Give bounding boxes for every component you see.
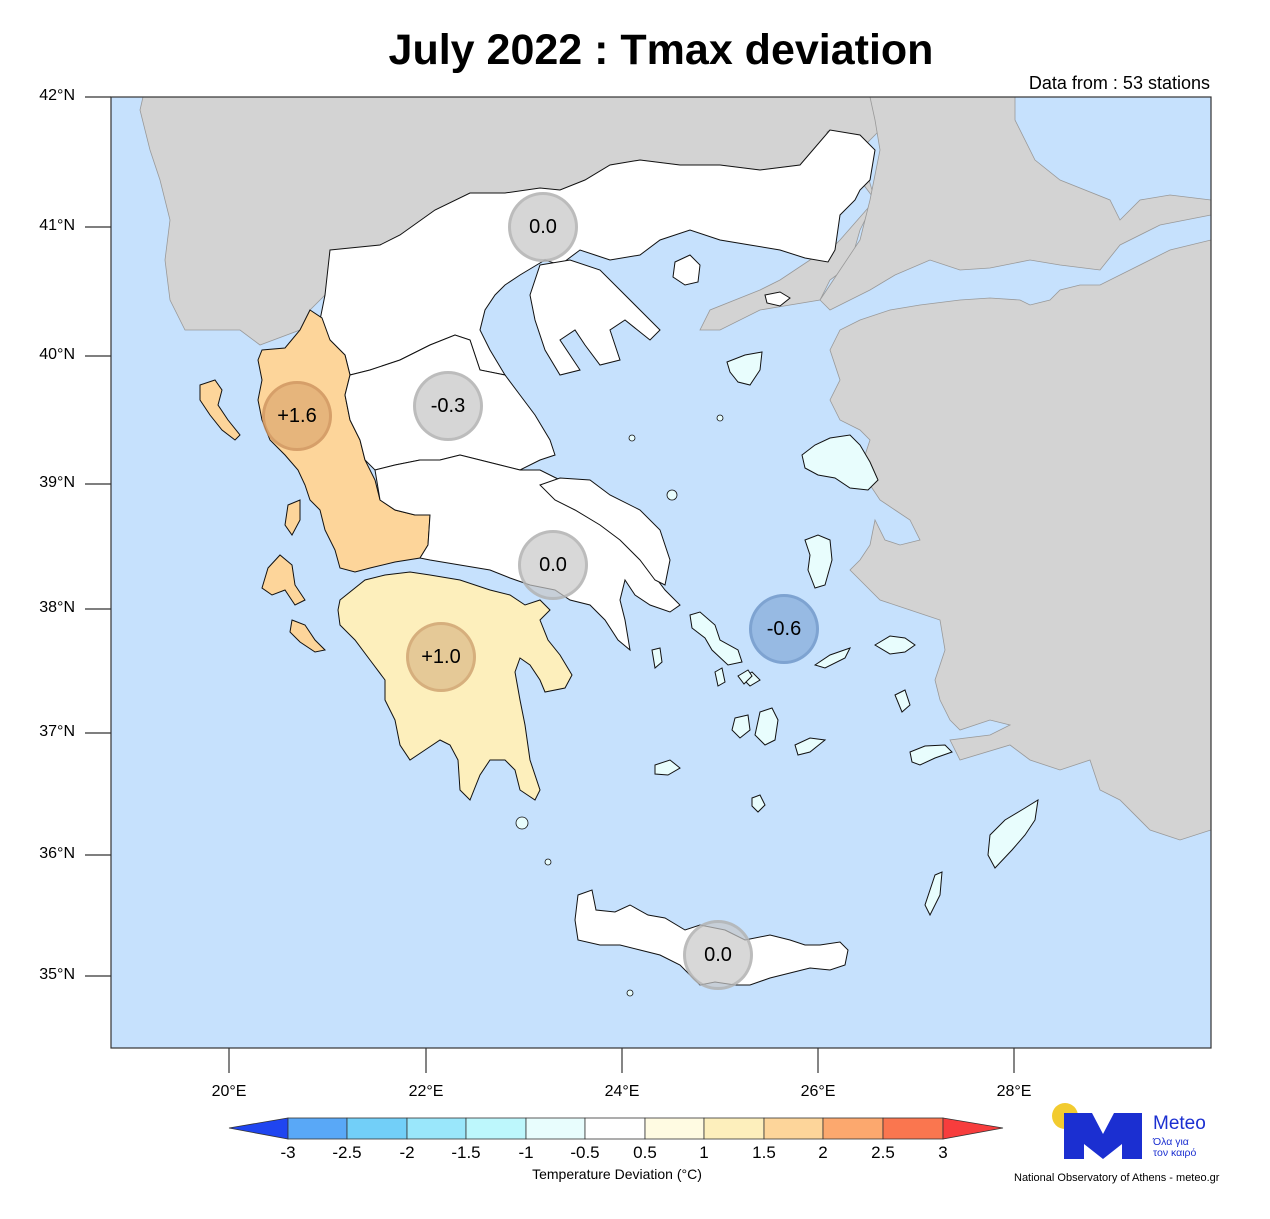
island-ikaria: [813, 647, 851, 669]
island-evia: [539, 477, 671, 586]
region-value-epirus: +1.6: [262, 381, 332, 451]
colorbar-label: -3: [280, 1143, 296, 1162]
y-tick-label: 37°N: [39, 723, 75, 740]
x-tick-label: 24°E: [604, 1083, 640, 1100]
island-tinos: [737, 669, 753, 685]
island-lefkada: [284, 499, 301, 536]
colorbar-label: -1: [518, 1143, 534, 1162]
island-leros-patmos: [894, 689, 911, 713]
station-count: Data from : 53 stations: [1028, 73, 1210, 93]
region-value-thessaly: -0.3: [413, 371, 483, 441]
foreign-land-turkey-thrace: [819, 97, 1211, 311]
x-tick-label: 20°E: [211, 1083, 247, 1100]
island-small: [716, 414, 724, 422]
logo-tagline-line1: Όλα για: [1153, 1136, 1189, 1148]
logo-tagline: Όλα για τον καιρό: [1153, 1137, 1233, 1159]
y-tick-label: 41°N: [39, 217, 75, 234]
island-andros: [689, 611, 743, 666]
y-axis-ticks: [85, 96, 111, 977]
y-tick-label: 42°N: [39, 87, 75, 104]
meteo-logo-icon: [1052, 1103, 1142, 1159]
x-tick-label: 22°E: [408, 1083, 444, 1100]
island-samos: [874, 635, 916, 655]
island-lemnos: [726, 351, 763, 386]
logo-name: Meteo: [1153, 1113, 1206, 1134]
colorbar-label: -2: [399, 1143, 415, 1162]
island-small: [628, 434, 636, 442]
colorbar-label: -1.5: [451, 1143, 481, 1162]
colorbar-arrow-low: [228, 1117, 289, 1140]
y-tick-label: 35°N: [39, 966, 75, 983]
island-rhodes: [987, 799, 1039, 869]
m-glyph-icon: [1064, 1113, 1142, 1159]
colorbar-title: Temperature Deviation (°C): [532, 1166, 702, 1182]
island-amorgos: [794, 737, 827, 756]
y-tick-label: 40°N: [39, 346, 75, 363]
region-value-macedonia-thrace: 0.0: [508, 192, 578, 262]
island-corfu: [199, 379, 241, 441]
island-thasos: [672, 254, 701, 286]
island-karpathos: [924, 871, 943, 917]
island-zakynthos: [289, 619, 327, 653]
island-kea: [651, 647, 663, 669]
island-small: [666, 489, 678, 501]
y-tick-label: 36°N: [39, 845, 75, 862]
x-tick-label: 28°E: [996, 1083, 1032, 1100]
colorbar-label: 3: [938, 1143, 948, 1162]
island-milos: [654, 759, 681, 776]
island-paros: [731, 714, 751, 739]
region-value-aegean: -0.6: [749, 594, 819, 664]
island-naxos: [754, 707, 779, 746]
plot-frame: [110, 96, 1212, 1049]
region-value-peloponnese: +1.0: [406, 622, 476, 692]
colorbar-label: 2.5: [871, 1143, 895, 1162]
colorbar-arrow-high: [942, 1117, 1004, 1140]
region-value-crete: 0.0: [683, 920, 753, 990]
x-tick-label: 26°E: [800, 1083, 836, 1100]
footer-credit: National Observatory of Athens - meteo.g…: [1014, 1172, 1220, 1184]
colorbar-label: 1.5: [752, 1143, 776, 1162]
island-small: [544, 858, 552, 866]
colorbar-label: 2: [818, 1143, 828, 1162]
colorbar: [228, 1117, 1004, 1140]
colorbar-label: -2.5: [332, 1143, 362, 1162]
colorbar-label: 0.5: [633, 1143, 657, 1162]
island-small: [626, 989, 634, 997]
y-tick-label: 38°N: [39, 599, 75, 616]
colorbar-label: -0.5: [570, 1143, 600, 1162]
colorbar-label: 1: [699, 1143, 709, 1162]
island-kos: [909, 744, 953, 766]
island-lesvos: [801, 434, 879, 491]
foreign-land-turkey-anatolia: [829, 239, 1211, 841]
island-kefalonia: [261, 554, 306, 606]
logo-tagline-line2: τον καιρό: [1153, 1147, 1197, 1159]
y-tick-label: 39°N: [39, 474, 75, 491]
island-santorini: [751, 794, 766, 813]
island-samothraki: [764, 291, 791, 307]
chart-title: July 2022 : Tmax deviation: [388, 26, 934, 74]
chalkidiki: [529, 259, 661, 376]
x-axis-ticks: [228, 1048, 1015, 1073]
island-syros: [714, 667, 726, 687]
island-small: [515, 816, 529, 830]
region-value-central-greece: 0.0: [518, 530, 588, 600]
island-chios: [804, 534, 833, 589]
